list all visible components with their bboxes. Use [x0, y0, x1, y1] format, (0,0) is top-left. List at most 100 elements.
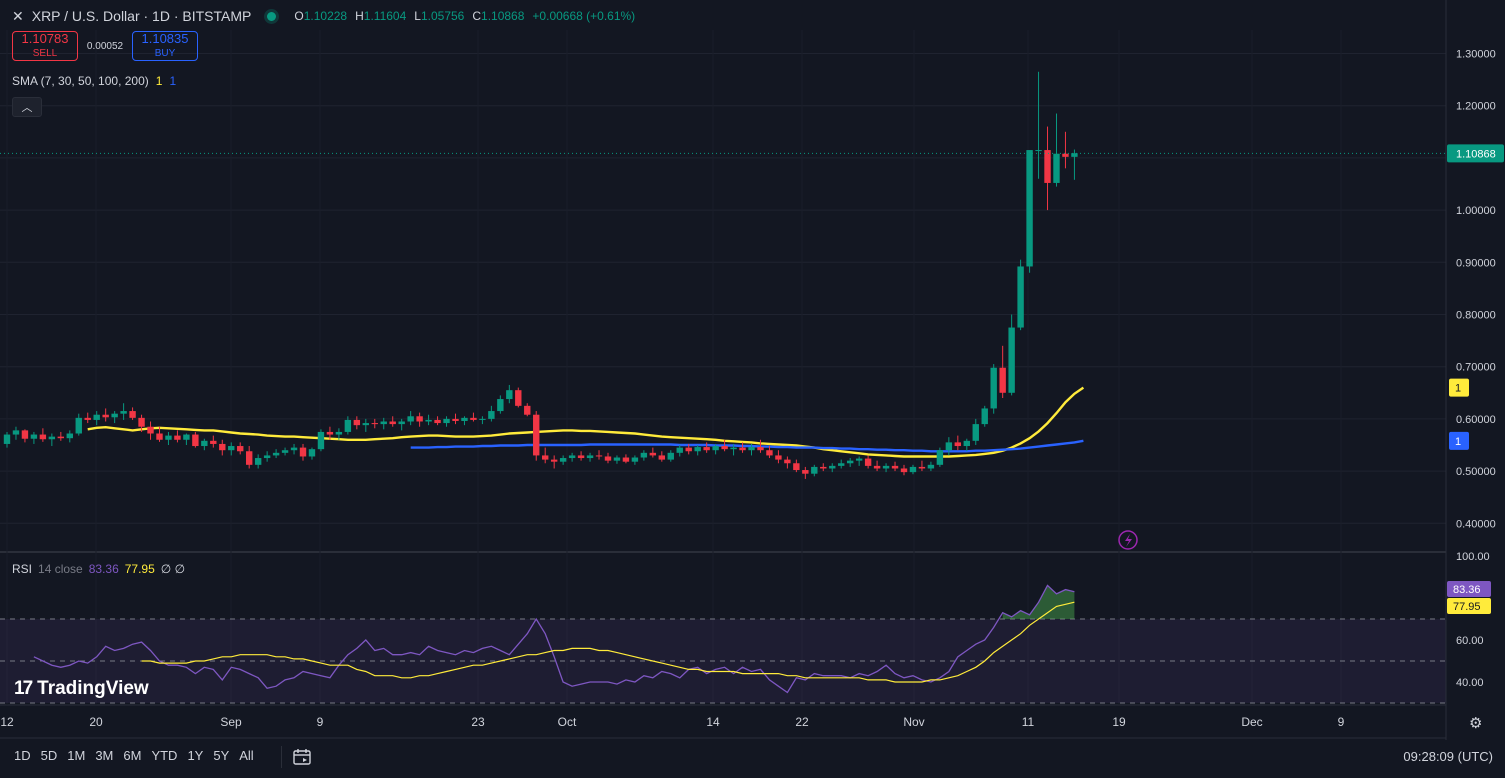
symbol-title[interactable]: XRP / U.S. Dollar · 1D · BITSTAMP	[31, 8, 252, 24]
candle	[299, 443, 307, 461]
candle-body	[846, 460, 854, 464]
candle	[335, 428, 343, 440]
candle	[712, 443, 719, 455]
time-tick-label: 12	[0, 715, 14, 729]
settings-gear-icon[interactable]: ⚙	[1469, 715, 1483, 732]
range-1y[interactable]: 1Y	[187, 748, 204, 763]
price-tick-label: 1.20000	[1456, 101, 1496, 113]
rsi-tick-label: 40.00	[1456, 677, 1484, 689]
candle-body	[802, 470, 809, 474]
candle-body	[362, 423, 369, 426]
calendar-icon[interactable]	[292, 748, 312, 766]
candle-body	[748, 447, 755, 451]
candle-body	[595, 455, 603, 457]
candle-body	[900, 468, 908, 473]
candle	[550, 455, 558, 469]
candle	[811, 464, 818, 477]
time-tick-label: 14	[706, 715, 720, 729]
utc-clock[interactable]: 09:28:09 (UTC)	[1403, 749, 1493, 764]
range-ytd[interactable]: YTD	[151, 748, 178, 763]
candle	[981, 405, 988, 427]
rsi-ma-last-label-bg	[1447, 598, 1491, 614]
candle-body	[1017, 266, 1024, 328]
range-5y[interactable]: 5Y	[213, 748, 230, 763]
candle	[954, 435, 962, 451]
candle-body	[84, 417, 91, 420]
candle-body	[210, 440, 217, 444]
candle	[515, 387, 522, 408]
candle	[290, 443, 298, 455]
range-all[interactable]: All	[239, 748, 254, 763]
range-6m[interactable]: 6M	[123, 748, 142, 763]
candle-body	[703, 447, 710, 451]
candle-body	[963, 440, 970, 447]
buy-label: BUY	[154, 48, 176, 59]
candle-body	[730, 447, 737, 450]
candle	[506, 384, 513, 404]
candle	[120, 403, 127, 420]
candle	[308, 447, 316, 460]
rsi-extra-values: ∅ ∅	[160, 562, 186, 576]
candle	[281, 447, 289, 456]
high-label: H	[355, 9, 364, 23]
candle	[739, 442, 746, 453]
range-1d[interactable]: 1D	[14, 748, 31, 763]
change-value: +0.00668 (+0.61%)	[532, 9, 636, 23]
sma-blue-axis-label-bg	[1449, 431, 1469, 450]
candle-body	[174, 435, 181, 440]
candle-body	[353, 419, 361, 426]
candle	[963, 438, 970, 452]
candle-body	[838, 463, 845, 466]
price-axis[interactable]: 1.300001.200001.100001.000000.900000.800…	[1445, 0, 1505, 740]
candle	[398, 418, 405, 431]
candle-body	[1044, 150, 1051, 183]
candle-body	[685, 447, 692, 452]
candle	[39, 428, 47, 442]
collapse-legend-button[interactable]: ︿	[12, 97, 42, 117]
candle	[228, 442, 235, 456]
candle	[703, 442, 710, 453]
candle	[694, 444, 701, 456]
candle	[757, 439, 764, 453]
market-status-icon	[267, 11, 277, 21]
candle-body	[577, 455, 585, 459]
candle-body	[1035, 150, 1042, 152]
range-5d[interactable]: 5D	[40, 748, 58, 763]
rsi-legend[interactable]: RSI 14 close 83.36 77.95 ∅ ∅	[12, 562, 185, 576]
candle-body	[909, 466, 917, 473]
candle-body	[75, 417, 82, 434]
candle-body	[945, 442, 953, 451]
candle	[245, 446, 253, 469]
candle	[66, 430, 73, 443]
candle-body	[972, 424, 979, 441]
candle-body	[344, 419, 352, 432]
candle-body	[398, 421, 405, 425]
rsi-legend-name: RSI	[12, 562, 33, 576]
tradingview-logo[interactable]: 17 TradingView	[14, 678, 149, 700]
time-axis[interactable]: 12 20 Sep 9 23 Oct 14 22 Nov 11 19 Dec 9	[0, 715, 1344, 729]
range-3m[interactable]: 3M	[95, 748, 114, 763]
rsi-line	[33, 584, 1075, 694]
candle	[613, 455, 621, 464]
candle-body	[57, 436, 65, 439]
sell-button[interactable]: 1.10783 SELL	[12, 31, 78, 61]
candle	[864, 455, 872, 469]
sma-legend[interactable]: SMA (7, 30, 50, 100, 200) 1 1	[12, 74, 176, 88]
candle	[667, 450, 674, 462]
rsi-tick-label: 100.00	[1456, 551, 1490, 563]
price-tick-label: 0.60000	[1456, 414, 1496, 426]
time-tick-label: 20	[89, 715, 103, 729]
candle	[577, 451, 585, 461]
candle	[93, 411, 100, 426]
candle-body	[927, 464, 935, 469]
range-1m[interactable]: 1M	[67, 748, 86, 763]
close-icon[interactable]: ✕	[12, 7, 24, 24]
rsi-last-label-bg	[1447, 581, 1491, 597]
candle-body	[165, 435, 172, 440]
buy-button[interactable]: 1.10835 BUY	[132, 31, 198, 61]
candle-body	[999, 367, 1006, 393]
candle-body	[156, 433, 163, 440]
candle-body	[183, 434, 190, 440]
candle	[1035, 71, 1042, 179]
